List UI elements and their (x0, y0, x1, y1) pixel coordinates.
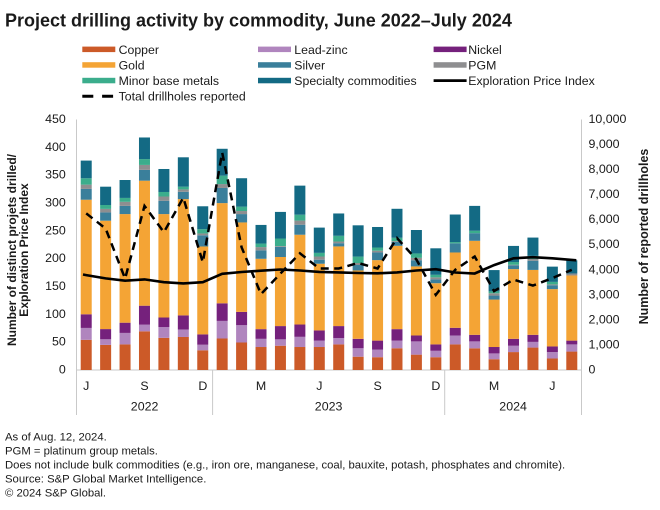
svg-text:3,000: 3,000 (589, 287, 620, 301)
svg-text:S: S (140, 379, 148, 393)
svg-text:450: 450 (45, 112, 66, 126)
svg-text:J: J (83, 379, 89, 393)
svg-text:© 2024 S&P Global.: © 2024 S&P Global. (5, 488, 106, 500)
svg-text:D: D (431, 379, 440, 393)
svg-text:Silver: Silver (294, 58, 325, 72)
svg-text:S: S (373, 379, 381, 393)
svg-text:Does not include bulk commodit: Does not include bulk commodities (e.g.,… (5, 460, 565, 472)
svg-text:J: J (316, 379, 322, 393)
svg-text:Nickel: Nickel (468, 43, 501, 57)
svg-text:8,000: 8,000 (589, 162, 620, 176)
svg-text:0: 0 (589, 363, 596, 377)
svg-text:Number of reported drillholes: Number of reported drillholes (637, 149, 651, 325)
svg-text:As of Aug. 12, 2024.: As of Aug. 12, 2024. (5, 432, 107, 444)
svg-text:J: J (549, 379, 555, 393)
svg-text:100: 100 (45, 307, 66, 321)
svg-text:2,000: 2,000 (589, 312, 620, 326)
svg-text:PGM: PGM (468, 58, 496, 72)
svg-text:Specialty commodities: Specialty commodities (294, 74, 416, 88)
svg-text:350: 350 (45, 168, 66, 182)
svg-text:0: 0 (59, 363, 66, 377)
svg-text:M: M (256, 379, 266, 393)
svg-text:Project drilling activity by c: Project drilling activity by commodity, … (5, 11, 512, 31)
svg-text:400: 400 (45, 140, 66, 154)
svg-text:6,000: 6,000 (589, 212, 620, 226)
svg-text:Total drillholes reported: Total drillholes reported (119, 90, 246, 104)
svg-text:2023: 2023 (315, 400, 343, 414)
svg-text:9,000: 9,000 (589, 137, 620, 151)
svg-text:Number of distinct projets dri: Number of distinct projets drilled/ (5, 153, 19, 346)
svg-text:Lead-zinc: Lead-zinc (294, 43, 347, 57)
svg-text:2022: 2022 (131, 400, 159, 414)
svg-text:250: 250 (45, 223, 66, 237)
svg-text:5,000: 5,000 (589, 237, 620, 251)
svg-text:Exploration Price Index: Exploration Price Index (17, 183, 31, 317)
svg-text:4,000: 4,000 (589, 262, 620, 276)
svg-text:M: M (489, 379, 499, 393)
svg-text:50: 50 (52, 335, 66, 349)
svg-text:Exploration Price Index: Exploration Price Index (468, 74, 595, 88)
svg-text:PGM = platinum group metals.: PGM = platinum group metals. (5, 446, 158, 458)
svg-text:Copper: Copper (119, 43, 159, 57)
svg-text:D: D (198, 379, 207, 393)
svg-text:2024: 2024 (499, 400, 527, 414)
svg-text:300: 300 (45, 196, 66, 210)
svg-text:Source: S&P Global Market Inte: Source: S&P Global Market Intelligence. (5, 474, 206, 486)
svg-text:7,000: 7,000 (589, 187, 620, 201)
svg-text:Minor base metals: Minor base metals (119, 74, 219, 88)
svg-text:200: 200 (45, 251, 66, 265)
svg-text:Gold: Gold (119, 58, 145, 72)
svg-text:10,000: 10,000 (589, 112, 627, 126)
svg-text:150: 150 (45, 279, 66, 293)
svg-text:1,000: 1,000 (589, 337, 620, 351)
